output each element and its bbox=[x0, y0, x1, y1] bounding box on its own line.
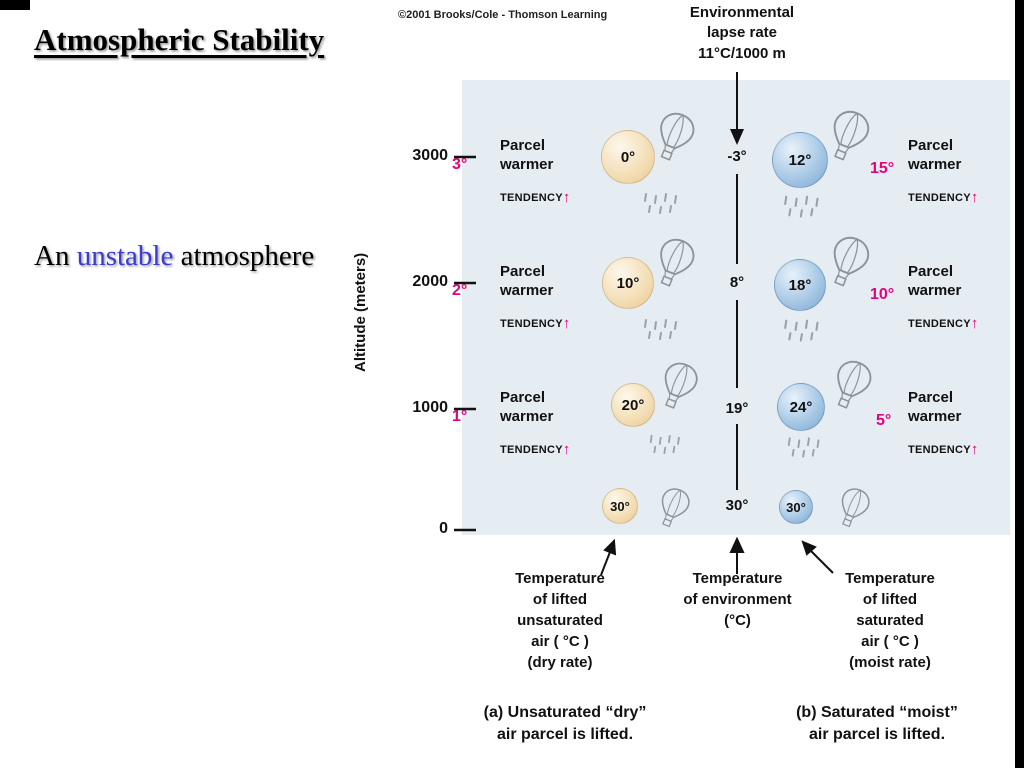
diff-left-3000: 3° bbox=[452, 156, 468, 173]
slide-border-artifact bbox=[0, 0, 30, 10]
tendency-label: TENDENCY↑ bbox=[500, 440, 571, 458]
dry-parcel-0: 30° bbox=[602, 488, 638, 524]
env-temp-2000: 8° bbox=[707, 274, 767, 291]
subtitle-suffix: atmosphere bbox=[173, 240, 315, 272]
tendency-up-arrow: ↑ bbox=[562, 189, 571, 206]
diff-right-3000: 15° bbox=[870, 160, 895, 177]
moist-parcel-temp: 24° bbox=[789, 398, 813, 416]
diff-left-2000: 2° bbox=[452, 282, 468, 299]
y-tick-2000: 2000 bbox=[412, 273, 448, 290]
dry-parcel-temp: 10° bbox=[616, 274, 640, 292]
caption-a: (a) Unsaturated “dry” air parcel is lift… bbox=[483, 704, 647, 744]
tendency-text: TENDENCY bbox=[500, 318, 563, 330]
moist-parcel-3000: 12° bbox=[772, 132, 828, 188]
tendency-text: TENDENCY bbox=[500, 192, 563, 204]
tendency-label: TENDENCY↑ bbox=[908, 314, 979, 332]
tendency-up-arrow: ↑ bbox=[970, 315, 979, 332]
parcel-warmer-label: Parcel warmer bbox=[500, 389, 554, 425]
tendency-up-arrow: ↑ bbox=[562, 315, 571, 332]
y-tick-3000: 3000 bbox=[412, 147, 448, 164]
caption-b: (b) Saturated “moist” air parcel is lift… bbox=[796, 704, 958, 744]
tendency-label: TENDENCY↑ bbox=[500, 314, 571, 332]
footnote-moist: Temperature of lifted saturated air ( °C… bbox=[845, 570, 935, 671]
parcel-warmer-label: Parcel warmer bbox=[908, 137, 962, 173]
y-tick-0: 0 bbox=[439, 520, 448, 537]
tendency-text: TENDENCY bbox=[908, 318, 971, 330]
tendency-label: TENDENCY↑ bbox=[908, 188, 979, 206]
footnote-environment: Temperature of environment (°C) bbox=[683, 570, 792, 629]
parcel-warmer-label: Parcel warmer bbox=[500, 263, 554, 299]
tendency-up-arrow: ↑ bbox=[970, 189, 979, 206]
subtitle-highlight-word: unstable bbox=[76, 240, 174, 272]
tendency-up-arrow: ↑ bbox=[562, 441, 571, 458]
moist-parcel-2000: 18° bbox=[774, 259, 826, 311]
tendency-up-arrow: ↑ bbox=[970, 441, 979, 458]
subtitle-prefix: An bbox=[34, 240, 77, 272]
parcel-warmer-label: Parcel warmer bbox=[908, 389, 962, 425]
diff-right-2000: 10° bbox=[870, 286, 895, 303]
slide-title: Atmospheric Stability bbox=[34, 22, 325, 57]
dry-parcel-temp: 30° bbox=[610, 498, 630, 514]
y-axis-label: Altitude (meters) bbox=[352, 252, 369, 372]
parcel-warmer-label: Parcel warmer bbox=[500, 137, 554, 173]
env-temp-1000: 19° bbox=[707, 400, 767, 417]
lapse-rate-label: Environmental lapse rate 11°C/1000 m bbox=[689, 4, 795, 62]
moist-parcel-0: 30° bbox=[779, 490, 813, 524]
env-temp-3000: -3° bbox=[707, 148, 767, 165]
moist-parcel-temp: 12° bbox=[788, 151, 812, 169]
dry-parcel-temp: 20° bbox=[621, 396, 645, 414]
tendency-label: TENDENCY↑ bbox=[908, 440, 979, 458]
dry-parcel-2000: 10° bbox=[602, 257, 654, 309]
moist-parcel-temp: 18° bbox=[788, 276, 812, 294]
env-temp-0: 30° bbox=[707, 497, 767, 514]
tendency-text: TENDENCY bbox=[908, 444, 971, 456]
diff-left-1000: 1° bbox=[452, 408, 468, 425]
figure-credit: ©2001 Brooks/Cole - Thomson Learning bbox=[398, 9, 608, 21]
tendency-text: TENDENCY bbox=[908, 192, 971, 204]
dry-parcel-3000: 0° bbox=[601, 130, 655, 184]
moist-parcel-1000: 24° bbox=[777, 383, 825, 431]
dry-parcel-temp: 0° bbox=[620, 148, 636, 166]
tendency-text: TENDENCY bbox=[500, 444, 563, 456]
slide-border-artifact bbox=[1015, 0, 1024, 768]
dry-parcel-1000: 20° bbox=[611, 383, 655, 427]
slide-subtitle: An unstable atmosphere bbox=[34, 240, 314, 273]
tendency-label: TENDENCY↑ bbox=[500, 188, 571, 206]
y-tick-1000: 1000 bbox=[412, 399, 448, 416]
footnote-dry: Temperature of lifted unsaturated air ( … bbox=[515, 570, 605, 671]
parcel-warmer-label: Parcel warmer bbox=[908, 263, 962, 299]
diff-right-1000: 5° bbox=[876, 412, 892, 429]
moist-parcel-temp: 30° bbox=[786, 499, 806, 515]
